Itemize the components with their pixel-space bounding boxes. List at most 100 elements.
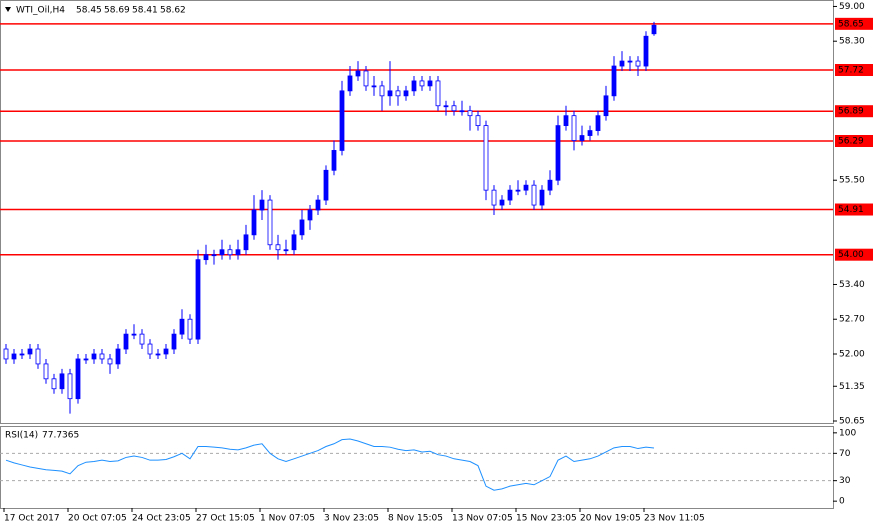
candle-body: [59, 373, 65, 390]
candle-body: [387, 90, 393, 97]
x-tick-label: 27 Oct 15:05: [196, 514, 255, 524]
level-tag: [835, 64, 873, 77]
level-label: 54.00: [838, 250, 864, 260]
candle-body: [459, 110, 465, 113]
main-panel: [0, 0, 834, 424]
candle-body: [323, 169, 329, 201]
candle-body: [499, 199, 505, 206]
candle-body: [451, 105, 457, 112]
candle-body: [267, 199, 273, 246]
candle-body: [627, 60, 633, 63]
candle-body: [563, 115, 569, 127]
candle-body: [379, 85, 385, 97]
candle-body: [187, 318, 193, 340]
candle-body: [491, 189, 497, 206]
candle-body: [531, 184, 537, 206]
candle-body: [507, 189, 513, 201]
x-tick-label: 17 Oct 2017: [4, 514, 60, 524]
x-tick-label: 23 Nov 11:05: [644, 514, 705, 524]
candle-body: [107, 358, 113, 365]
candle-body: [115, 348, 121, 365]
candle-body: [443, 105, 449, 108]
candle-body: [515, 189, 521, 192]
candle-body: [363, 70, 369, 87]
level-tag: [835, 17, 873, 30]
candle-body: [83, 358, 89, 361]
x-tick-label: 3 Nov 23:05: [324, 514, 379, 524]
x-tick-label: 24 Oct 23:05: [132, 514, 191, 524]
candle-body: [147, 343, 153, 355]
candle-body: [275, 244, 281, 251]
y-tick-label: 55.50: [839, 176, 865, 186]
candle-body: [307, 209, 313, 221]
rsi-title: RSI(14): [5, 431, 38, 441]
rsi-tick-label: 30: [839, 476, 851, 486]
candle-body: [315, 199, 321, 211]
candle-body: [579, 135, 585, 141]
candle-body: [547, 179, 553, 191]
candle-body: [171, 333, 177, 350]
candle-body: [3, 348, 9, 360]
candle-body: [67, 373, 73, 400]
candle-body: [131, 333, 137, 336]
rsi-panel: [0, 426, 834, 509]
candle-body: [635, 60, 641, 67]
candle-body: [555, 125, 561, 181]
candle-body: [483, 125, 489, 191]
candle-body: [91, 353, 97, 360]
candle-body: [179, 318, 185, 335]
candle-body: [651, 24, 657, 35]
candle-body: [419, 80, 425, 87]
candle-body: [571, 115, 577, 141]
candle-body: [355, 70, 361, 77]
y-tick-label: 51.35: [839, 382, 865, 392]
candle-body: [371, 85, 377, 88]
level-tag: [835, 135, 873, 147]
level-tag: [835, 105, 873, 118]
level-label: 58.65: [838, 19, 864, 29]
y-tick-label: 52.00: [839, 349, 865, 359]
candle-body: [19, 353, 25, 356]
candle-body: [595, 115, 601, 131]
candle-body: [467, 110, 473, 117]
candle-body: [395, 90, 401, 97]
candle-body: [523, 184, 529, 191]
level-label: 57.72: [838, 66, 864, 76]
level-tag: [835, 203, 873, 216]
candle-body: [123, 333, 129, 350]
candle-body: [643, 35, 649, 67]
menu-icon: [5, 7, 11, 12]
y-tick-label: 59.00: [839, 2, 865, 12]
x-tick-label: 20 Oct 07:05: [68, 514, 127, 524]
candle-body: [219, 249, 225, 256]
candle-body: [163, 348, 169, 355]
candle-body: [331, 150, 337, 171]
level-label: 56.89: [838, 107, 864, 117]
candle-body: [283, 249, 289, 252]
candle-body: [403, 90, 409, 97]
header-value: 58.45: [76, 6, 102, 16]
rsi-tick-label: 100: [839, 428, 856, 438]
candle-body: [435, 80, 441, 107]
candle-body: [211, 254, 217, 257]
candle-body: [43, 363, 49, 380]
candle-body: [27, 348, 33, 355]
candle-body: [339, 90, 345, 151]
candle-body: [235, 249, 241, 256]
candle-body: [99, 353, 105, 360]
y-tick-label: 58.30: [839, 37, 865, 47]
level-tag: [835, 248, 873, 261]
level-label: 56.29: [838, 137, 864, 147]
candle-body: [291, 234, 297, 251]
x-tick-label: 8 Nov 15:05: [388, 514, 443, 524]
x-tick-label: 15 Nov 23:05: [516, 514, 577, 524]
candle-body: [427, 80, 433, 87]
candle-body: [259, 199, 265, 211]
chart-title: WTI_Oil,H4: [16, 6, 65, 16]
candle-body: [227, 249, 233, 256]
candle-body: [139, 333, 145, 345]
header-value: 58.69: [104, 6, 130, 16]
rsi-tick-label: 70: [839, 449, 851, 459]
header-value: 58.41: [132, 6, 158, 16]
